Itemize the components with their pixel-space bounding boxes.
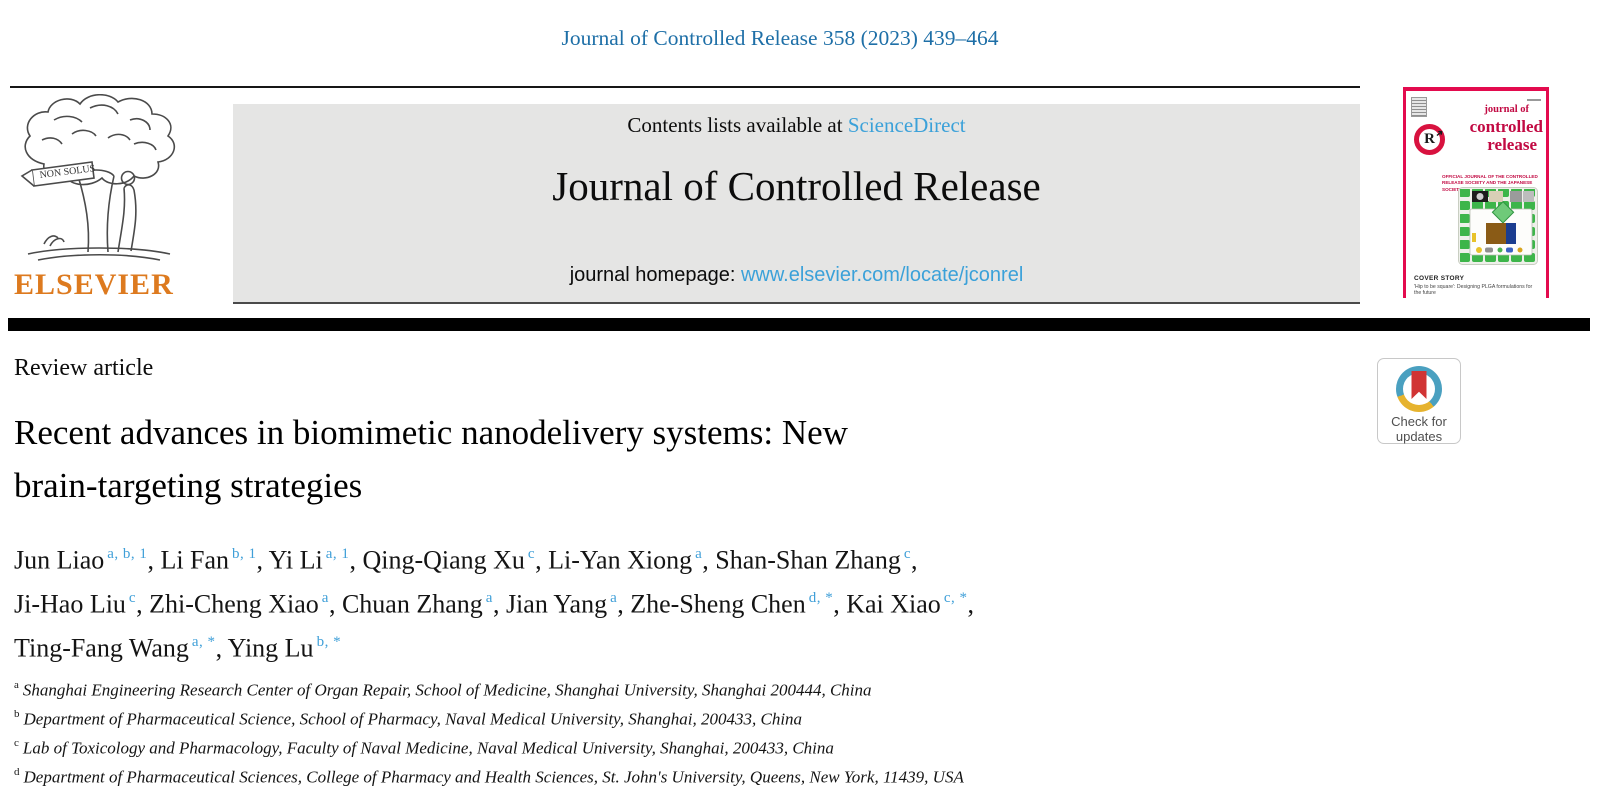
- cover-title-line: release: [1487, 134, 1537, 154]
- check-for-updates-label: Check for updates: [1378, 414, 1460, 444]
- check-for-updates-icon: [1396, 366, 1442, 412]
- author-affiliation-marker: c: [903, 546, 912, 562]
- author-affiliation-marker: c: [527, 546, 536, 562]
- affiliation-label: c: [14, 736, 19, 749]
- author-name: Yi Li: [268, 545, 323, 575]
- cover-journal-title: journal of controlled release: [1469, 104, 1543, 154]
- author-name: Li-Yan Xiong: [548, 545, 693, 575]
- author-name: Ji-Hao Liu: [14, 589, 126, 619]
- cover-title-line: journal of: [1484, 104, 1529, 115]
- author-affiliation-marker: b, *: [316, 634, 342, 651]
- author-name: Jun Liao: [14, 545, 105, 575]
- author-separator: ,: [833, 589, 847, 619]
- author-affiliation-marker: c, *: [943, 590, 968, 607]
- journal-title: Journal of Controlled Release: [552, 163, 1041, 209]
- author-separator: ,: [492, 589, 506, 619]
- article-title-line2: brain-targeting strategies: [14, 466, 363, 505]
- author-separator: ,: [911, 545, 918, 575]
- cover-issn-mark: [1527, 99, 1541, 101]
- affiliation-label: a: [14, 679, 19, 691]
- author-name: Jian Yang: [505, 589, 608, 619]
- elsevier-tree-icon: NON SOLUS: [20, 94, 176, 261]
- affiliation-text: Shanghai Engineering Research Center of …: [22, 680, 872, 700]
- author-affiliation-marker: a: [610, 590, 618, 607]
- affiliation-text: Department of Pharmaceutical Sciences, C…: [23, 767, 964, 787]
- elsevier-wordmark: ELSEVIER: [14, 268, 174, 301]
- author-affiliation-marker: a: [321, 590, 329, 607]
- author-line: Jun Liao a, b, 1, Li Fan b, 1, Yi Li a, 1, …: [14, 536, 1344, 580]
- affiliation-line: a Shanghai Engineering Research Center of…: [14, 674, 1414, 703]
- article-type-label: Review article: [14, 355, 154, 381]
- author-name: Zhi-Cheng Xiao: [149, 589, 319, 619]
- check-for-updates-badge[interactable]: Check for updates: [1377, 358, 1461, 444]
- cover-elsevier-mark: [1411, 97, 1427, 117]
- authors: Jun Liao a, b, 1, Li Fan b, 1, Yi Li a, 1, …: [14, 536, 1344, 668]
- author-separator: ,: [215, 633, 228, 663]
- author-name: Li Fan: [160, 545, 230, 575]
- affiliation-label: d: [14, 765, 20, 778]
- affiliation-line: d Department of Pharmaceutical Sciences, …: [14, 761, 1414, 790]
- cover-story-label: COVER STORY: [1414, 275, 1465, 282]
- author-name: Zhe-Sheng Chen: [630, 589, 806, 619]
- bookmark-ribbon-icon: [1411, 371, 1427, 399]
- author-separator: ,: [349, 545, 363, 575]
- author-name: Chuan Zhang: [341, 589, 483, 619]
- author-affiliation-marker: a, b, 1: [107, 546, 148, 562]
- affiliation-label: b: [14, 707, 20, 720]
- author-affiliation-marker: b, 1: [232, 546, 257, 562]
- author-affiliation-marker: a, *: [191, 634, 216, 651]
- cover-story-text: 'Hip to be square': Designing PLGA formu…: [1414, 284, 1533, 296]
- author-separator: ,: [702, 545, 716, 575]
- author-line: Ting-Fang Wang a, *, Ying Lu b, *: [14, 624, 1344, 668]
- author-line: Ji-Hao Liu c, Zhi-Cheng Xiao a, Chuan Zhan…: [14, 580, 1344, 624]
- cover-story: COVER STORY 'Hip to be square': Designin…: [1414, 275, 1540, 296]
- author-separator: ,: [147, 545, 161, 575]
- author-name: Qing-Qiang Xu: [362, 545, 525, 575]
- author-separator: ,: [328, 589, 342, 619]
- author-name: Shan-Shan Zhang: [715, 545, 901, 575]
- journal-citation-link[interactable]: Journal of Controlled Release 358 (2023)…: [561, 26, 999, 50]
- author-affiliation-marker: a: [695, 546, 703, 562]
- affiliations: a Shanghai Engineering Research Center of…: [14, 674, 1414, 790]
- author-affiliation-marker: a, 1: [325, 546, 350, 562]
- article-title-line1: Recent advances in biomimetic nanodelive…: [14, 413, 848, 452]
- affiliation-line: b Department of Pharmaceutical Science, S…: [14, 703, 1414, 732]
- homepage-prefix: journal homepage:: [569, 264, 741, 286]
- affiliation-text: Lab of Toxicology and Pharmacology, Facu…: [22, 738, 834, 758]
- author-affiliation-marker: c: [128, 590, 137, 607]
- journal-cover-thumbnail[interactable]: R journal of controlled release OFFICIAL…: [1403, 87, 1549, 298]
- contents-prefix: Contents lists available at: [627, 113, 848, 137]
- author-separator: ,: [535, 545, 549, 575]
- header-banner: Contents lists available at ScienceDirec…: [233, 104, 1360, 302]
- author-separator: ,: [136, 589, 150, 619]
- author-separator: ,: [967, 589, 974, 619]
- sciencedirect-link[interactable]: ScienceDirect: [847, 113, 966, 137]
- elsevier-logo[interactable]: NON SOLUS ELSEVIER: [14, 94, 190, 302]
- affiliation-text: Department of Pharmaceutical Science, Sc…: [23, 709, 803, 729]
- author-name: Kai Xiao: [846, 589, 941, 619]
- author-affiliation-marker: a: [485, 590, 493, 607]
- author-separator: ,: [617, 589, 631, 619]
- affiliation-line: c Lab of Toxicology and Pharmacology, Fac…: [14, 732, 1414, 761]
- author-affiliation-marker: d, *: [808, 590, 834, 607]
- homepage-line: journal homepage: www.elsevier.com/locat…: [233, 264, 1360, 287]
- author-name: Ying Lu: [227, 633, 314, 663]
- author-separator: ,: [256, 545, 269, 575]
- author-name: Ting-Fang Wang: [14, 633, 189, 663]
- article-title: Recent advances in biomimetic nanodelive…: [14, 406, 1164, 512]
- cover-crs-logo-icon: R: [1414, 124, 1445, 155]
- check-label-line1: Check for: [1391, 414, 1447, 429]
- header-top-rule: [10, 86, 1360, 88]
- banner-bottom-rule: [233, 302, 1360, 304]
- cover-artwork: [1458, 187, 1538, 265]
- cover-title-line: controlled: [1469, 116, 1543, 136]
- cover-logo-letter: R: [1424, 131, 1435, 147]
- check-label-line2: updates: [1395, 429, 1443, 444]
- homepage-link[interactable]: www.elsevier.com/locate/jconrel: [740, 264, 1024, 286]
- contents-line: Contents lists available at ScienceDirec…: [233, 113, 1360, 138]
- section-divider-bar: [8, 318, 1590, 331]
